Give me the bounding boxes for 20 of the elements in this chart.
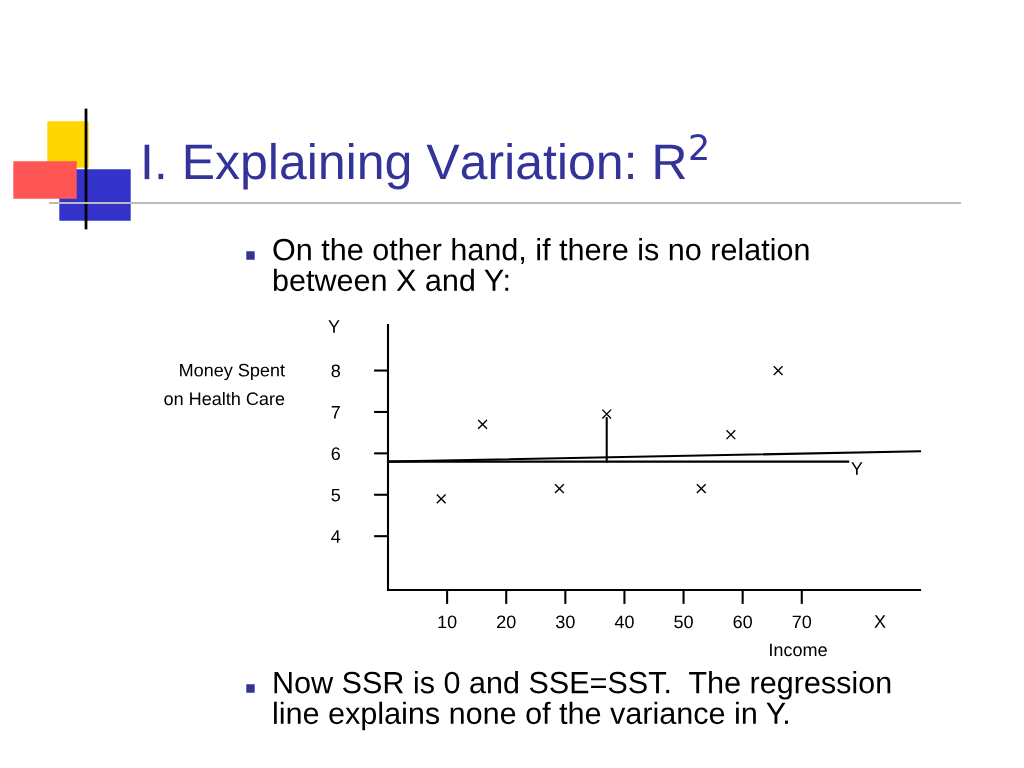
y-tick-label: 4: [331, 530, 341, 543]
text: Y: [328, 320, 340, 333]
x-tick-label: 50: [674, 615, 693, 629]
text: On the other hand, if there is no relation between X and Y:: [273, 238, 809, 292]
x-tick-label: 20: [497, 615, 516, 629]
x-tick-label: 70: [792, 615, 812, 629]
x-tick-label: 60: [733, 615, 752, 629]
text: X: [874, 615, 886, 628]
x-tick-label: 10: [438, 615, 457, 629]
y-tick-label: 5: [331, 488, 341, 502]
x-axis-title: Income: [770, 643, 827, 657]
ref-line-label: Y: [851, 462, 863, 475]
x-tick-label: 40: [614, 615, 634, 629]
y-tick-label: 7: [331, 406, 340, 419]
y-tick-label: 8: [331, 364, 340, 378]
y-tick-label: 6: [331, 447, 340, 461]
chart-title: I. Explaining Variation: R$^{2}$: [144, 134, 707, 190]
x-tick-label: 30: [555, 615, 575, 629]
text: Now SSR is 0 and SSE=SST. The regression line explains none of the variance in Y.: [274, 671, 891, 731]
y-axis-title: Money Spent on Health Care: [164, 363, 285, 406]
